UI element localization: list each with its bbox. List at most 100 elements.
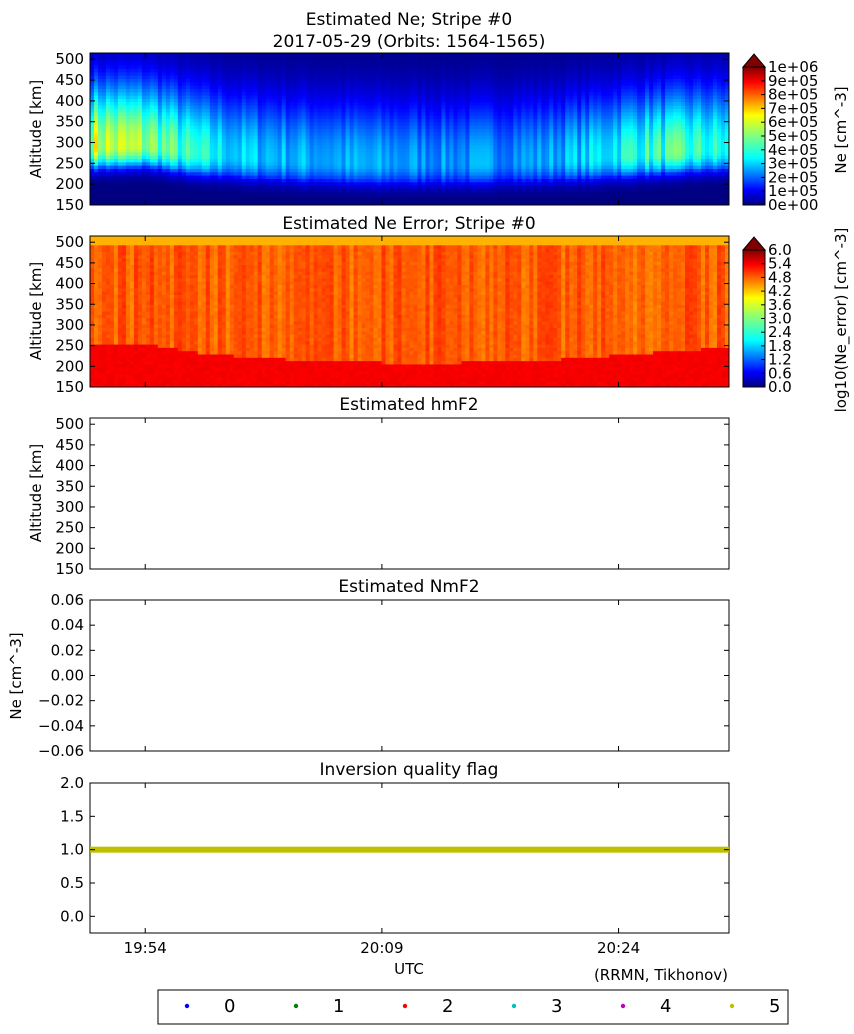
- ne-heatmap-cell: [413, 135, 419, 139]
- ne-heatmap-cell: [165, 138, 171, 143]
- ne-heatmap-cell: [149, 131, 155, 136]
- ne-heatmap-cell: [349, 191, 355, 196]
- ne-heatmap-cell: [437, 145, 443, 149]
- ne-heatmap-cell: [513, 198, 518, 203]
- ne-heatmap-cell: [437, 128, 443, 133]
- ne-heatmap-cell: [241, 95, 247, 99]
- ne-heatmap-cell: [257, 181, 263, 186]
- ne-heatmap-cell: [413, 101, 419, 106]
- ne-heatmap-cell: [457, 121, 463, 126]
- ne-heatmap-cell: [429, 121, 435, 126]
- ne-heatmap-cell: [197, 158, 203, 163]
- ne-heatmap-cell: [165, 105, 171, 109]
- ne-heatmap-cell: [269, 188, 275, 193]
- ne-heatmap-cell: [337, 198, 343, 203]
- ne-heatmap-cell: [97, 71, 103, 76]
- ne-heatmap-cell: [129, 58, 135, 63]
- ne-heatmap-cell: [273, 78, 279, 83]
- ne-heatmap-cell: [497, 105, 502, 109]
- ne-heatmap-cell: [393, 185, 399, 189]
- ne-heatmap-cell: [189, 158, 195, 163]
- ne-heatmap-cell: [441, 141, 447, 146]
- ne-heatmap-cell: [257, 155, 263, 159]
- ne-heatmap-cell: [141, 121, 147, 126]
- ne-heatmap-cell: [201, 85, 207, 89]
- ne-heatmap-cell: [217, 85, 223, 89]
- ne-heatmap-cell: [321, 141, 327, 146]
- ne-heatmap-cell: [105, 88, 111, 93]
- ne-heatmap-cell: [241, 58, 247, 63]
- ne-heatmap-cell: [469, 111, 474, 116]
- ne-heatmap-cell: [501, 138, 506, 143]
- ne-heatmap-cell: [113, 171, 119, 176]
- ne-heatmap-cell: [185, 68, 191, 73]
- ne-heatmap-cell: [189, 131, 195, 136]
- ne-heatmap-cell: [293, 201, 299, 205]
- ne-heatmap-cell: [121, 101, 127, 106]
- ne-heatmap-cell: [409, 68, 415, 73]
- ne-heatmap-cell: [181, 115, 187, 119]
- ne-heatmap-cell: [453, 141, 459, 146]
- ne-heatmap-cell: [441, 138, 447, 143]
- ne-heatmap-cell: [125, 75, 131, 79]
- ne-heatmap-cell: [153, 85, 159, 89]
- ne-heatmap-cell: [349, 55, 355, 60]
- ne-heatmap-cell: [321, 95, 327, 99]
- ne-heatmap-cell: [237, 95, 243, 99]
- ne-heatmap-cell: [285, 141, 291, 146]
- ne-heatmap-cell: [349, 131, 355, 136]
- ne-heatmap-cell: [509, 58, 514, 63]
- ne-heatmap-cell: [493, 115, 498, 119]
- ne-heatmap-cell: [513, 98, 518, 103]
- ne-heatmap-cell: [437, 171, 443, 176]
- ne-heatmap-cell: [449, 98, 455, 103]
- ne-heatmap-cell: [169, 101, 175, 106]
- ne-heatmap-cell: [441, 101, 447, 106]
- ne-heatmap-cell: [213, 78, 219, 83]
- ne-heatmap-cell: [221, 101, 227, 106]
- ne-heatmap-cell: [90, 68, 95, 73]
- ne-heatmap-cell: [317, 98, 323, 103]
- ne-heatmap-cell: [521, 155, 526, 159]
- ne-heatmap-cell: [349, 141, 355, 146]
- ne-heatmap-cell: [373, 53, 379, 56]
- ne-heatmap-cell: [185, 175, 191, 179]
- ne-heatmap-cell: [473, 118, 478, 123]
- ne-heatmap-cell: [153, 95, 159, 99]
- ne-heatmap-cell: [393, 75, 399, 79]
- ne-heatmap-cell: [97, 155, 103, 159]
- ne-heatmap-cell: [201, 53, 207, 56]
- ne-heatmap-cell: [197, 71, 203, 76]
- ne-heatmap-cell: [305, 151, 311, 156]
- ne-heatmap-cell: [425, 55, 431, 60]
- ne-heatmap-cell: [357, 165, 363, 169]
- ne-heatmap-cell: [105, 151, 111, 156]
- ne-heatmap-cell: [469, 68, 474, 73]
- ne-heatmap-cell: [409, 58, 415, 63]
- ne-heatmap-cell: [109, 138, 115, 143]
- ne-heatmap-cell: [105, 145, 111, 149]
- ne-heatmap-cell: [305, 118, 311, 123]
- ne-heatmap-cell: [321, 151, 327, 156]
- ne-heatmap-cell: [465, 111, 470, 116]
- ne-heatmap-cell: [393, 53, 399, 56]
- ne-heatmap-cell: [237, 148, 243, 153]
- ne-heatmap-cell: [209, 118, 215, 123]
- ne-heatmap-cell: [421, 148, 427, 153]
- ne-heatmap-cell: [193, 155, 199, 159]
- ne-heatmap-cell: [493, 98, 498, 103]
- ne-heatmap-cell: [353, 141, 359, 146]
- ne-heatmap-cell: [265, 95, 271, 99]
- ne-heatmap-cell: [185, 61, 191, 66]
- ne-heatmap-cell: [465, 121, 470, 126]
- ne-heatmap-cell: [421, 195, 427, 199]
- ne-heatmap-cell: [461, 125, 467, 129]
- ne-heatmap-cell: [265, 161, 271, 166]
- ne-heatmap-cell: [341, 198, 347, 203]
- ne-heatmap-cell: [325, 121, 331, 126]
- ne-heatmap-cell: [301, 118, 307, 123]
- ne-heatmap-cell: [93, 155, 99, 159]
- ne-heatmap-cell: [485, 168, 490, 173]
- ne-heatmap-cell: [90, 181, 95, 186]
- ne-heatmap-cell: [165, 131, 171, 136]
